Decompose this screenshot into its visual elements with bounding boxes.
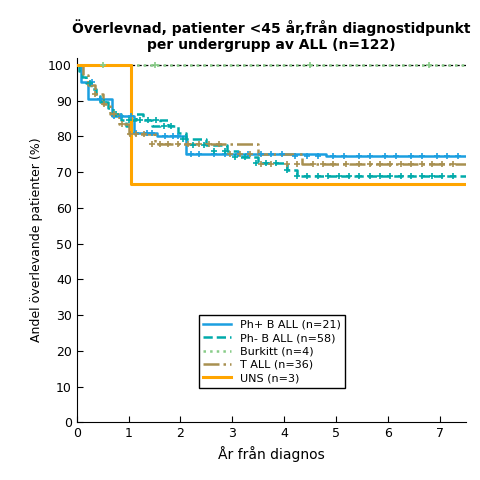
Y-axis label: Andel överlevande patienter (%): Andel överlevande patienter (%) xyxy=(29,138,43,342)
X-axis label: År från diagnos: År från diagnos xyxy=(218,446,324,462)
Title: Överlevnad, patienter <45 år,från diagnostidpunkt
per undergrupp av ALL (n=122): Överlevnad, patienter <45 år,från diagno… xyxy=(72,19,470,52)
Legend: Ph+ B ALL (n=21), Ph- B ALL (n=58), Burkitt (n=4), T ALL (n=36), UNS (n=3): Ph+ B ALL (n=21), Ph- B ALL (n=58), Burk… xyxy=(199,315,346,388)
